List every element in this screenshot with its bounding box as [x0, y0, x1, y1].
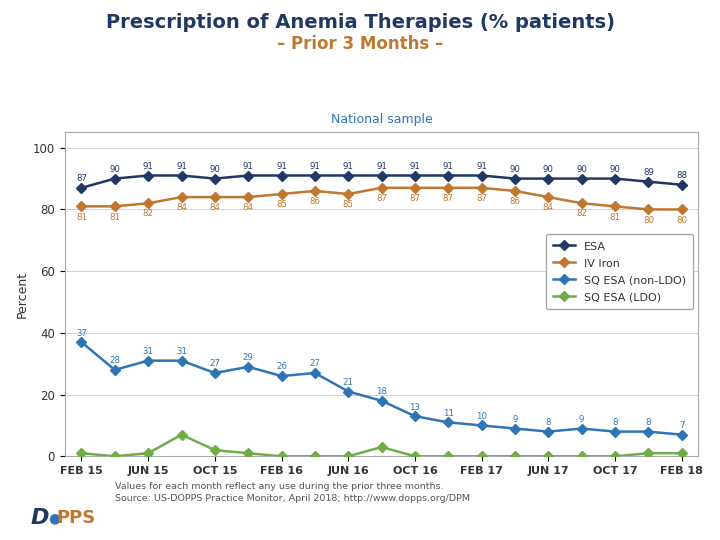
Text: 84: 84 — [176, 203, 187, 212]
Text: 84: 84 — [243, 203, 253, 212]
Legend: ESA, IV Iron, SQ ESA (non-LDO), SQ ESA (LDO): ESA, IV Iron, SQ ESA (non-LDO), SQ ESA (… — [546, 234, 693, 309]
Text: 90: 90 — [576, 165, 587, 174]
Text: 8: 8 — [646, 418, 651, 427]
Text: 85: 85 — [276, 200, 287, 209]
Text: PPS: PPS — [56, 509, 95, 528]
Text: 28: 28 — [109, 356, 120, 365]
Text: 9: 9 — [513, 415, 518, 424]
Text: 31: 31 — [143, 347, 153, 356]
Text: 18: 18 — [376, 387, 387, 396]
Text: 84: 84 — [210, 203, 220, 212]
Text: 29: 29 — [243, 353, 253, 362]
Text: 37: 37 — [76, 328, 87, 338]
Text: 82: 82 — [143, 210, 153, 219]
Text: 81: 81 — [109, 213, 120, 221]
Text: 26: 26 — [276, 362, 287, 372]
Text: Values for each month reflect any use during the prior three months.: Values for each month reflect any use du… — [115, 482, 444, 491]
Text: 91: 91 — [343, 162, 354, 171]
Text: 80: 80 — [676, 215, 687, 225]
Text: 85: 85 — [343, 200, 354, 209]
Text: 91: 91 — [410, 162, 420, 171]
Text: ●: ● — [48, 511, 60, 525]
Text: 87: 87 — [410, 194, 420, 203]
Text: 87: 87 — [376, 194, 387, 203]
Y-axis label: Percent: Percent — [16, 271, 29, 318]
Text: 88: 88 — [676, 171, 687, 180]
Text: 91: 91 — [476, 162, 487, 171]
Text: 81: 81 — [76, 213, 87, 221]
Text: 8: 8 — [612, 418, 618, 427]
Text: 86: 86 — [510, 197, 521, 206]
Text: 87: 87 — [76, 174, 87, 183]
Text: 81: 81 — [610, 213, 621, 221]
Text: 91: 91 — [143, 162, 153, 171]
Text: 91: 91 — [376, 162, 387, 171]
Text: 31: 31 — [176, 347, 187, 356]
Text: D: D — [30, 508, 49, 529]
Text: 27: 27 — [210, 359, 220, 368]
Text: 9: 9 — [579, 415, 585, 424]
Text: 7: 7 — [679, 421, 685, 430]
Text: 82: 82 — [576, 210, 588, 219]
Text: 91: 91 — [443, 162, 454, 171]
Text: 87: 87 — [443, 194, 454, 203]
Text: 84: 84 — [543, 203, 554, 212]
Text: 8: 8 — [546, 418, 551, 427]
Text: 90: 90 — [610, 165, 621, 174]
Text: 90: 90 — [510, 165, 521, 174]
Text: 90: 90 — [543, 165, 554, 174]
Text: 13: 13 — [410, 402, 420, 411]
Text: 91: 91 — [243, 162, 253, 171]
Text: 91: 91 — [310, 162, 320, 171]
Text: 91: 91 — [176, 162, 187, 171]
Text: 89: 89 — [643, 168, 654, 177]
Text: 91: 91 — [276, 162, 287, 171]
Text: 86: 86 — [310, 197, 320, 206]
Text: – Prior 3 Months –: – Prior 3 Months – — [277, 35, 443, 53]
Text: 10: 10 — [476, 412, 487, 421]
Text: National sample: National sample — [330, 113, 433, 126]
Text: 90: 90 — [109, 165, 120, 174]
Text: 11: 11 — [443, 409, 454, 418]
Text: 90: 90 — [210, 165, 220, 174]
Text: 27: 27 — [310, 359, 320, 368]
Text: 87: 87 — [476, 194, 487, 203]
Text: Prescription of Anemia Therapies (% patients): Prescription of Anemia Therapies (% pati… — [106, 14, 614, 32]
Text: Source: US-DOPPS Practice Monitor, April 2018; http://www.dopps.org/DPM: Source: US-DOPPS Practice Monitor, April… — [115, 494, 470, 503]
Text: 21: 21 — [343, 378, 354, 387]
Text: 80: 80 — [643, 215, 654, 225]
